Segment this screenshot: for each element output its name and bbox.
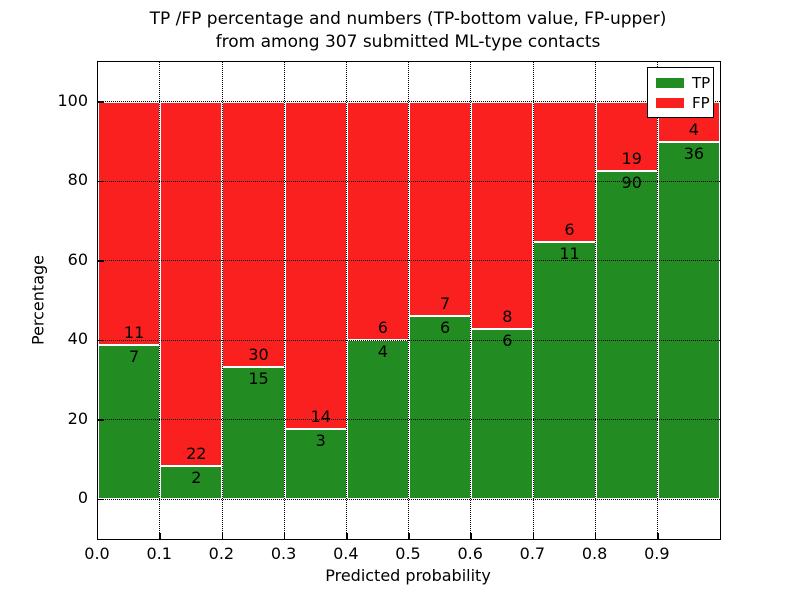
tp-count-label: 6	[502, 330, 513, 350]
tp-count-label: 36	[683, 143, 705, 163]
fp-count-label: 6	[564, 220, 575, 240]
tp-count-label: 6	[440, 317, 451, 337]
y-tick-label: 60	[67, 249, 88, 269]
tp-count-label: 4	[377, 342, 388, 362]
fp-count-label: 30	[248, 344, 269, 364]
fp-count-label: 11	[123, 322, 145, 342]
x-tick-label: 0.8	[581, 544, 608, 563]
tp-bar-segment	[284, 429, 347, 500]
x-tick-label: 0.2	[208, 544, 235, 563]
tp-count-label: 90	[621, 173, 642, 193]
tp-bar-segment	[471, 328, 534, 500]
y-tick-label: 20	[67, 408, 88, 428]
tp-count-label: 15	[248, 368, 269, 388]
x-tick-label: 0.1	[146, 544, 172, 563]
fp-bar-segment	[98, 101, 161, 345]
tp-count-label: 3	[315, 431, 326, 451]
legend-label-tp: TP	[692, 74, 711, 92]
y-tick-labels: 0 20 40 60 80 100	[0, 61, 88, 538]
tp-bar-segment	[657, 141, 720, 500]
fp-count-label: 19	[621, 149, 642, 169]
tp-bar-segment	[595, 171, 658, 500]
chart-title-line1: TP /FP percentage and numbers (TP-bottom…	[149, 9, 667, 29]
y-tick-label: 100	[57, 90, 88, 110]
fp-count-label: 7	[440, 293, 451, 313]
fp-color-swatch	[656, 98, 684, 108]
legend: TP FP	[647, 67, 714, 118]
x-axis-label: Predicted probability	[325, 566, 491, 585]
x-tick-label: 0.7	[519, 544, 546, 563]
chart-title-line2: from among 307 submitted ML-type contact…	[215, 32, 601, 52]
bars-layer	[98, 62, 720, 539]
x-tick-label: 0.9	[644, 544, 670, 563]
fp-count-label: 6	[377, 318, 388, 338]
y-tick-label: 80	[67, 170, 88, 190]
fp-bar-segment	[533, 101, 596, 243]
legend-item-tp: TP	[656, 74, 711, 92]
tp-color-swatch	[656, 78, 684, 88]
legend-item-fp: FP	[656, 94, 710, 112]
fp-bar-segment	[284, 101, 347, 430]
x-tick-label: 0.4	[333, 544, 359, 563]
fp-count-label: 14	[310, 407, 331, 427]
tp-count-label: 2	[191, 468, 202, 488]
y-tick-label: 40	[67, 329, 88, 349]
fp-bar-segment	[471, 101, 534, 329]
chart-title: TP /FP percentage and numbers (TP-bottom…	[97, 8, 719, 54]
x-tick-labels: 0.0 0.1 0.2 0.3 0.4 0.5 0.6 0.7 0.8 0.9	[84, 544, 719, 564]
y-tick-label: 0	[77, 488, 88, 508]
tp-count-label: 11	[559, 244, 580, 264]
x-tick-label: 0.3	[270, 544, 297, 563]
fp-bar-segment	[346, 101, 409, 341]
fp-count-label: 4	[688, 119, 699, 139]
fp-count-label: 22	[186, 444, 207, 464]
x-tick-label: 0.6	[457, 544, 483, 563]
fp-count-label: 8	[502, 306, 513, 326]
tp-count-label: 7	[129, 346, 140, 366]
legend-label-fp: FP	[692, 94, 710, 112]
fp-bar-segment	[222, 101, 285, 367]
tp-bar-segment	[98, 344, 161, 500]
fp-bar-segment	[409, 101, 472, 316]
tp-bar-segment	[222, 366, 285, 500]
x-tick-label: 0.5	[395, 544, 421, 563]
plot-area: 11 7 22 2 30 15 14 3 6 4 7 6 8 6 6 11 19 90 4 36 TP FP	[97, 61, 721, 540]
bar-count-labels-layer: 11 7 22 2 30 15 14 3 6 4 7 6 8 6 6 11 19 90 4 36	[98, 62, 720, 539]
x-tick-label: 0.0	[84, 544, 110, 563]
